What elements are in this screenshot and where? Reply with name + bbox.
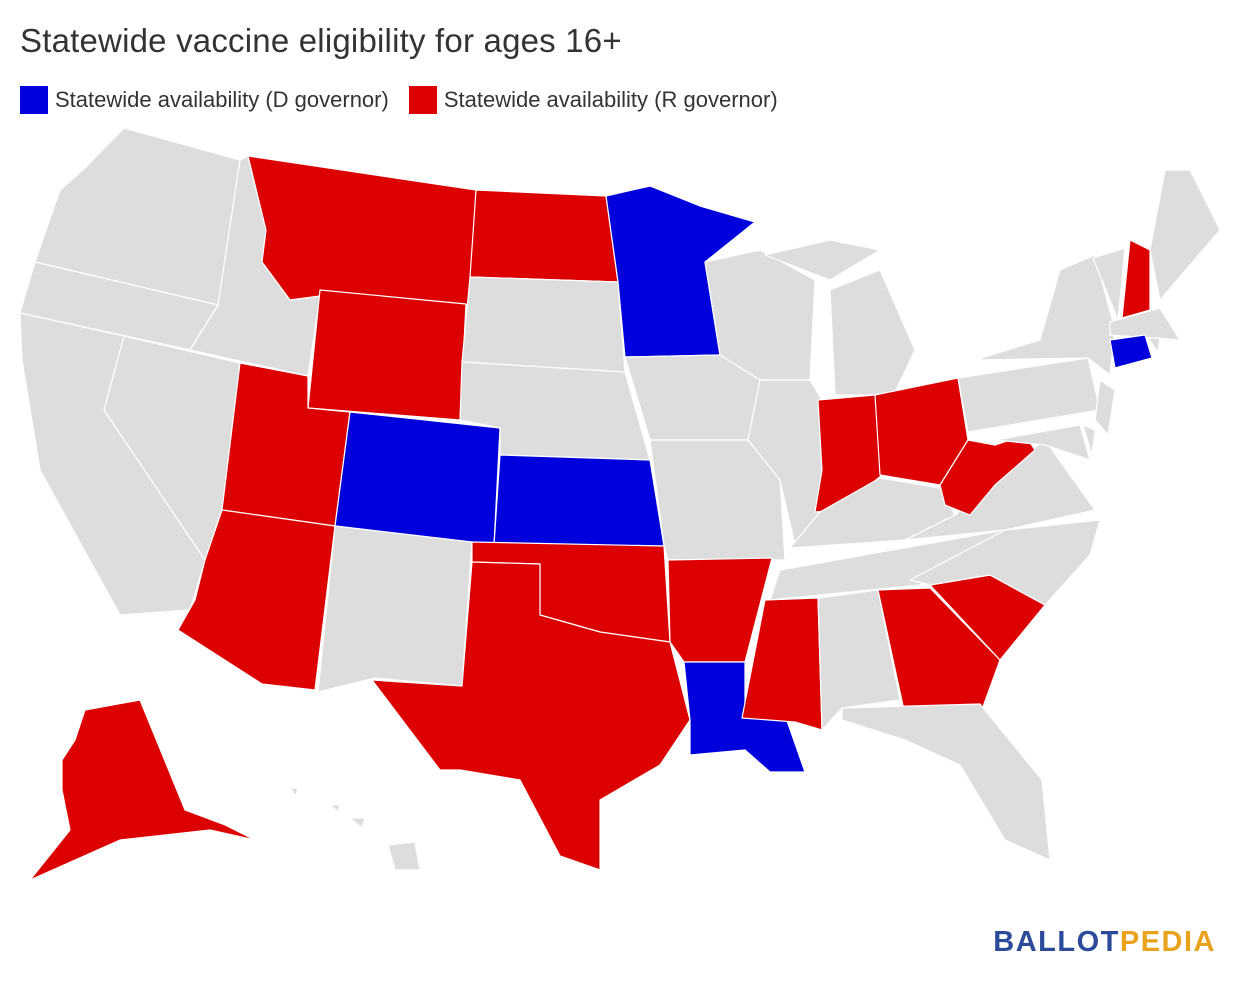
state-north-carolina xyxy=(909,519,1101,606)
state-wyoming xyxy=(307,289,467,421)
state-new-york xyxy=(974,254,1116,376)
state-florida xyxy=(841,703,1051,861)
state-maryland xyxy=(994,424,1091,461)
legend-item-r-governor: Statewide availability (R governor) xyxy=(408,86,778,114)
state-alabama xyxy=(817,589,901,731)
logo-text-pedia: PEDIA xyxy=(1119,926,1216,958)
state-massachusetts xyxy=(1109,307,1181,341)
legend-label-d: Statewide availability (D governor) xyxy=(55,87,389,112)
state-delaware xyxy=(1082,424,1096,456)
state-connecticut xyxy=(1109,334,1153,369)
state-montana xyxy=(247,155,477,306)
state-maine xyxy=(1149,169,1221,301)
state-vermont xyxy=(1092,247,1126,321)
state-mississippi xyxy=(741,597,823,731)
state-rhode-island xyxy=(1147,337,1161,353)
state-alaska xyxy=(29,699,256,881)
ballotpedia-logo: BALLOTPEDIA xyxy=(993,926,1216,959)
state-georgia xyxy=(877,587,1001,716)
state-pennsylvania xyxy=(957,357,1101,433)
legend-swatch-r xyxy=(408,86,437,114)
state-new-jersey xyxy=(1094,379,1116,436)
state-south-dakota xyxy=(461,276,626,373)
logo-text-ballot: BALLOT xyxy=(993,926,1120,958)
legend: Statewide availability (D governor) Stat… xyxy=(20,86,798,114)
state-new-mexico xyxy=(317,525,473,693)
state-kansas xyxy=(493,454,665,547)
state-north-dakota xyxy=(469,189,619,283)
legend-swatch-d xyxy=(20,86,48,114)
legend-label-r: Statewide availability (R governor) xyxy=(443,87,778,112)
legend-item-d-governor: Statewide availability (D governor) xyxy=(20,86,389,114)
map-title: Statewide vaccine eligibility for ages 1… xyxy=(20,22,622,59)
state-hawaii xyxy=(289,787,421,871)
state-texas xyxy=(371,561,691,871)
state-new-hampshire xyxy=(1121,239,1151,319)
state-west-virginia xyxy=(939,434,1036,516)
state-colorado xyxy=(334,411,501,546)
